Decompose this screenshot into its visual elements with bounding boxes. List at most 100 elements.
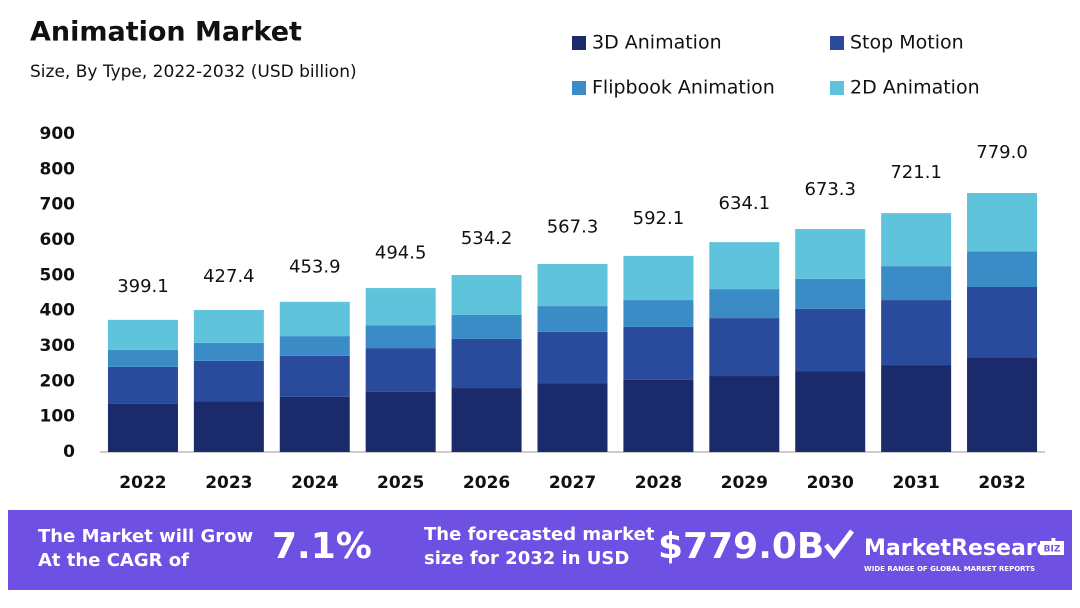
y-tick-label: 800 — [40, 159, 76, 179]
y-tick-label: 700 — [40, 195, 76, 215]
bar-segment — [623, 255, 694, 301]
bar-segment — [279, 336, 350, 356]
x-tick-label: 2029 — [721, 473, 768, 493]
bar-segment — [709, 242, 780, 290]
brand-tagline: WIDE RANGE OF GLOBAL MARKET REPORTS — [864, 565, 1035, 573]
x-tick-label: 2032 — [978, 473, 1025, 493]
bar-segment — [451, 274, 522, 315]
bar-segment — [537, 264, 608, 307]
bar-segment — [881, 266, 952, 301]
brand-badge-box — [1040, 541, 1064, 555]
bar-segment — [967, 358, 1038, 452]
total-label: 399.1 — [117, 276, 169, 297]
bar-segment — [795, 308, 866, 372]
footer-value: $779.0B — [658, 526, 824, 567]
bar-segment — [193, 309, 264, 343]
legend-label: Stop Motion — [850, 32, 964, 54]
bar-segment — [107, 366, 178, 404]
legend-swatch — [572, 36, 586, 50]
x-tick-label: 2025 — [377, 473, 424, 493]
footer: The Market will Grow At the CAGR of 7.1%… — [8, 510, 1072, 590]
total-label: 673.3 — [804, 179, 856, 200]
bar-segment — [365, 348, 436, 392]
x-tick-label: 2028 — [635, 473, 682, 493]
bar-segment — [193, 342, 264, 361]
y-tick-label: 500 — [40, 265, 76, 285]
bar-segment — [623, 379, 694, 452]
total-label: 721.1 — [890, 162, 942, 183]
bar-segment — [279, 355, 350, 397]
x-tick-label: 2026 — [463, 473, 510, 493]
x-tick-label: 2023 — [205, 473, 252, 493]
total-label: 427.4 — [203, 266, 255, 287]
x-tick-label: 2027 — [549, 473, 596, 493]
total-label: 494.5 — [375, 242, 427, 263]
y-tick-label: 300 — [40, 336, 76, 356]
total-label: 453.9 — [289, 257, 341, 278]
footer-text: The forecasted market — [424, 524, 655, 545]
x-tick-label: 2024 — [291, 473, 338, 493]
legend-swatch — [830, 36, 844, 50]
bar-segment — [709, 318, 780, 377]
legend-swatch — [830, 81, 844, 95]
total-label: 567.3 — [547, 217, 599, 238]
x-tick-label: 2031 — [892, 473, 939, 493]
chart-subtitle: Size, By Type, 2022-2032 (USD billion) — [30, 62, 357, 82]
y-tick-label: 600 — [40, 230, 76, 250]
bar-segment — [451, 388, 522, 452]
footer-text: The Market will Grow — [38, 526, 253, 547]
y-tick-label: 200 — [40, 371, 76, 391]
bar-segment — [709, 289, 780, 319]
bar-segment — [107, 319, 178, 350]
bar-segment — [365, 288, 436, 326]
footer-band — [8, 510, 1072, 590]
bar-segment — [967, 193, 1038, 252]
bar-segment — [709, 376, 780, 452]
bar-segment — [279, 301, 350, 337]
total-label: 634.1 — [719, 193, 771, 214]
bar-segment — [193, 401, 264, 452]
bar-segment — [881, 213, 952, 267]
bar-segment — [279, 396, 350, 452]
total-label: 534.2 — [461, 228, 513, 249]
bar-segment — [451, 314, 522, 339]
x-tick-label: 2022 — [119, 473, 166, 493]
legend-label: Flipbook Animation — [592, 77, 775, 99]
y-tick-label: 100 — [40, 407, 76, 427]
x-tick-label: 2030 — [807, 473, 854, 493]
brand-badge: BIZ — [1044, 545, 1061, 555]
bar-segment — [537, 331, 608, 384]
logo-check — [824, 529, 854, 560]
bar-segment — [795, 371, 866, 452]
bar-segment — [537, 383, 608, 452]
total-label: 592.1 — [633, 208, 685, 229]
bar-segment — [967, 251, 1038, 287]
bar-segment — [623, 300, 694, 327]
y-tick-label: 400 — [40, 301, 76, 321]
bar-segment — [451, 338, 522, 389]
legend-label: 3D Animation — [592, 32, 722, 54]
bar-segment — [107, 349, 178, 367]
y-tick-label: 0 — [63, 442, 75, 462]
brand: MarketResearch — [864, 536, 1065, 561]
bar-segment — [881, 365, 952, 452]
bar-segment — [365, 391, 436, 452]
footer-value: 7.1% — [272, 526, 372, 567]
bar-segment — [193, 360, 264, 402]
legend-label: 2D Animation — [850, 77, 980, 99]
chart-title: Animation Market — [30, 17, 302, 48]
bar-segment — [107, 403, 178, 452]
y-tick-label: 900 — [40, 124, 76, 144]
total-label: 779.0 — [976, 142, 1028, 163]
bar-segment — [881, 300, 952, 366]
legend-swatch — [572, 81, 586, 95]
bar-segment — [795, 278, 866, 309]
bar-segment — [967, 286, 1038, 359]
bar-segment — [795, 229, 866, 279]
footer-text: At the CAGR of — [38, 550, 189, 571]
bar-segment — [365, 325, 436, 349]
bar-segment — [623, 326, 694, 380]
bar-segment — [537, 306, 608, 332]
footer-text: size for 2032 in USD — [424, 548, 629, 569]
